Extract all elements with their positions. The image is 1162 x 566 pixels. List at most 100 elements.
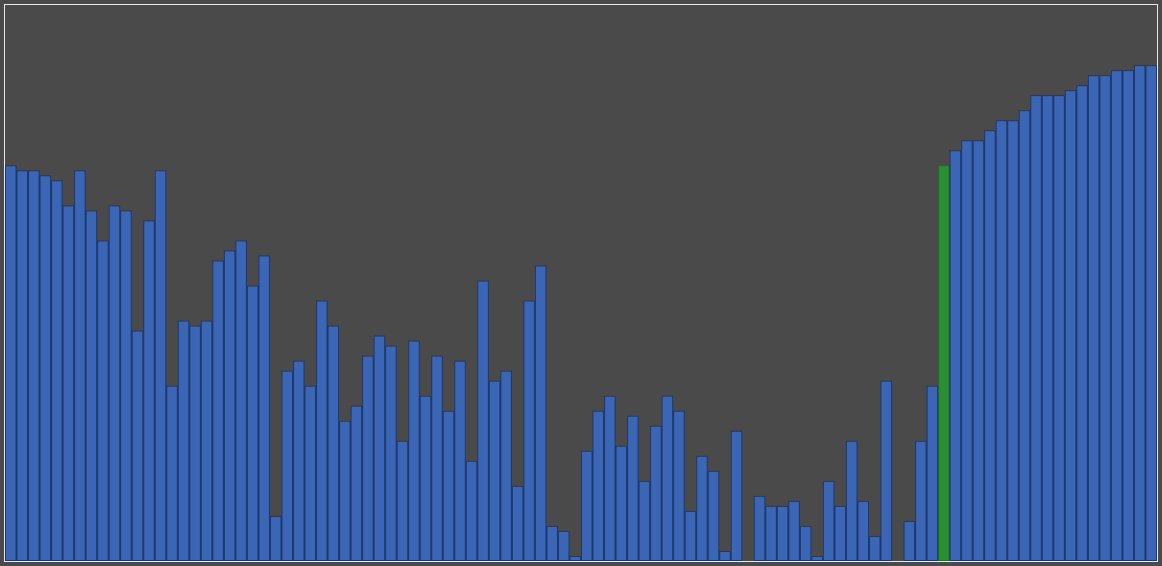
bar <box>246 285 259 561</box>
bar <box>707 470 720 561</box>
bar <box>51 180 63 561</box>
bar <box>385 345 397 561</box>
bar <box>788 500 800 561</box>
bar <box>557 530 570 561</box>
bar <box>1053 95 1065 561</box>
bar <box>1064 90 1077 561</box>
bar <box>1087 75 1100 561</box>
bar <box>62 205 75 561</box>
bar <box>281 370 294 561</box>
bar <box>258 255 270 561</box>
bar <box>1076 85 1088 561</box>
bar <box>1133 65 1146 561</box>
bar <box>811 555 823 561</box>
bar <box>650 425 662 561</box>
bar <box>765 505 777 561</box>
bar <box>581 450 593 561</box>
bar <box>16 170 29 561</box>
bar <box>143 220 155 561</box>
bar <box>120 210 132 561</box>
bar <box>569 555 581 561</box>
bar <box>845 440 858 561</box>
bar-visualizer-canvas <box>4 4 1158 562</box>
bar <box>984 130 996 561</box>
bar <box>362 355 374 561</box>
bar <box>961 140 973 561</box>
bar <box>339 420 351 561</box>
bar <box>857 500 869 561</box>
bar <box>776 505 789 561</box>
bar <box>396 440 409 561</box>
bar <box>903 520 916 561</box>
bar <box>523 300 535 561</box>
bar <box>834 505 846 561</box>
bar <box>627 415 639 561</box>
bar <box>592 410 605 561</box>
bar <box>730 430 743 561</box>
bar <box>880 380 893 561</box>
bar <box>177 320 190 561</box>
bar <box>223 250 236 561</box>
bar <box>408 340 420 561</box>
bar <box>1110 70 1123 561</box>
bar <box>500 370 512 561</box>
bar <box>189 325 201 561</box>
bar <box>442 410 455 561</box>
bar <box>477 280 489 561</box>
bar <box>131 330 144 561</box>
bar <box>350 405 363 561</box>
bar <box>293 360 305 561</box>
bar <box>212 260 224 561</box>
bar <box>465 460 478 561</box>
bar <box>915 440 927 561</box>
bar <box>511 485 524 561</box>
bar <box>1007 120 1019 561</box>
bar <box>661 395 674 561</box>
bar-chart <box>5 65 1157 561</box>
bar <box>373 335 386 561</box>
bar <box>753 495 766 561</box>
bar <box>546 525 558 561</box>
bar <box>1018 110 1031 561</box>
bar <box>39 175 52 561</box>
bar <box>1030 95 1042 561</box>
bar <box>869 535 881 561</box>
bar <box>1099 75 1111 561</box>
bar <box>74 170 86 561</box>
bar <box>696 455 708 561</box>
bar <box>97 240 109 561</box>
bar <box>949 150 962 561</box>
bar <box>28 170 40 561</box>
bar <box>154 170 167 561</box>
bar <box>488 380 501 561</box>
bar-highlighted <box>938 165 950 561</box>
bar <box>638 480 651 561</box>
bar <box>799 525 812 561</box>
bar <box>235 240 247 561</box>
bar <box>822 480 835 561</box>
bar <box>431 355 443 561</box>
bar <box>166 385 178 561</box>
bar <box>304 385 317 561</box>
bar <box>327 325 340 561</box>
bar <box>5 165 17 561</box>
bar <box>604 395 616 561</box>
bar <box>316 300 328 561</box>
bar <box>1122 70 1134 561</box>
bar <box>972 140 985 561</box>
bar <box>1041 95 1054 561</box>
bar <box>85 210 98 561</box>
bar <box>719 550 731 561</box>
bar <box>200 320 213 561</box>
bar <box>419 395 432 561</box>
bar <box>995 120 1008 561</box>
bar <box>615 445 628 561</box>
bar <box>108 205 121 561</box>
bar <box>269 515 282 561</box>
bar <box>454 360 466 561</box>
bar <box>534 265 547 561</box>
bar <box>1145 65 1157 561</box>
bar <box>926 385 939 561</box>
bar <box>684 510 697 561</box>
bar <box>673 410 685 561</box>
